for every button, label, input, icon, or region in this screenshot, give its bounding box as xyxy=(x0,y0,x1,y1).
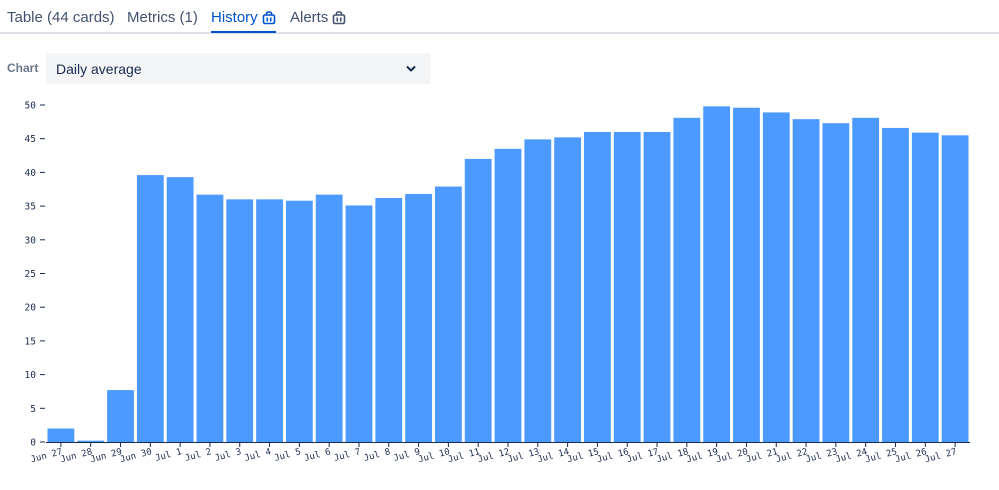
bar[interactable] xyxy=(47,428,75,442)
y-tick-label: 20 xyxy=(25,303,37,314)
y-tick-label: 50 xyxy=(25,101,37,112)
bar[interactable] xyxy=(792,119,820,443)
tab-table[interactable]: Table (44 cards) xyxy=(7,9,115,26)
y-tick-label: 15 xyxy=(25,336,36,347)
x-tick-label: Jul 5 xyxy=(273,447,302,464)
x-tick-label: Jun 29 xyxy=(89,447,123,465)
x-tick-label: Jul 2 xyxy=(184,447,213,464)
x-tick-label: Jul 1 xyxy=(154,447,183,464)
x-tick-label: Jul 20 xyxy=(715,447,749,465)
tab-metrics[interactable]: Metrics (1) xyxy=(127,9,198,26)
x-tick-label: Jun 30 xyxy=(119,447,153,465)
bar[interactable] xyxy=(643,131,671,442)
bar[interactable] xyxy=(494,148,522,442)
x-tick-label: Jul 6 xyxy=(303,447,332,464)
x-tick-label: Jul 12 xyxy=(477,447,511,465)
x-tick-label: Jul 8 xyxy=(363,447,392,464)
bar[interactable] xyxy=(226,199,254,442)
x-tick-label: Jul 26 xyxy=(894,447,928,465)
bar[interactable] xyxy=(911,132,939,442)
y-tick-label: 0 xyxy=(30,438,36,449)
bar[interactable] xyxy=(673,117,701,442)
bar[interactable] xyxy=(434,186,462,442)
chevron-down-icon xyxy=(406,66,416,72)
x-tick-label: Jul 27 xyxy=(924,447,958,465)
x-tick-label: Jul 17 xyxy=(626,447,660,465)
x-tick-label: Jul 13 xyxy=(507,447,541,465)
y-tick-label: 35 xyxy=(25,202,36,213)
bar[interactable] xyxy=(882,127,909,443)
x-tick-label: Jun 28 xyxy=(59,447,93,465)
x-tick-label: Jul 4 xyxy=(244,447,273,464)
bar[interactable] xyxy=(285,200,313,442)
bar[interactable] xyxy=(613,131,641,442)
y-tick-label: 5 xyxy=(30,404,36,415)
bar[interactable] xyxy=(405,193,432,442)
bar[interactable] xyxy=(256,199,283,442)
x-tick-label: Jul 15 xyxy=(566,447,600,465)
tab-table-label: Table (44 cards) xyxy=(7,9,115,26)
bar[interactable] xyxy=(107,390,134,442)
chart-type-select-value: Daily average xyxy=(56,60,142,77)
x-tick-label: Jul 16 xyxy=(596,447,630,465)
chart-select-label: Chart xyxy=(7,61,39,75)
tab-alerts[interactable]: Alerts xyxy=(290,9,346,26)
y-tick-label: 40 xyxy=(25,168,37,179)
tab-metrics-label: Metrics (1) xyxy=(127,9,198,26)
bar[interactable] xyxy=(345,205,373,442)
bar[interactable] xyxy=(762,112,790,442)
x-tick-label: Jul 7 xyxy=(333,447,362,464)
y-tick-label: 10 xyxy=(25,370,37,381)
x-tick-label: Jun 27 xyxy=(30,447,64,465)
y-tick-label: 25 xyxy=(25,269,36,280)
x-tick-label: Jul 3 xyxy=(214,447,243,464)
lock-icon xyxy=(262,10,275,24)
x-tick-label: Jul 22 xyxy=(775,447,809,465)
active-tab-indicator xyxy=(211,31,276,33)
bar[interactable] xyxy=(822,123,850,442)
lock-icon xyxy=(333,10,346,24)
bar[interactable] xyxy=(852,117,880,442)
bar[interactable] xyxy=(77,440,105,442)
tab-bar: Table (44 cards) Metrics (1) History Ale… xyxy=(0,0,999,34)
x-tick-label: Jul 19 xyxy=(685,447,719,465)
x-tick-label: Jul 14 xyxy=(536,447,570,465)
bar[interactable] xyxy=(315,194,343,442)
tab-alerts-label: Alerts xyxy=(290,9,329,26)
bar[interactable] xyxy=(375,198,403,442)
x-tick-label: Jul 25 xyxy=(864,447,898,465)
x-tick-label: Jul 21 xyxy=(745,447,779,465)
chart-type-select[interactable]: Daily average xyxy=(46,53,431,84)
x-tick-label: Jul 11 xyxy=(447,447,481,465)
bar[interactable] xyxy=(136,175,164,442)
bar[interactable] xyxy=(166,177,194,442)
x-tick-label: Jul 24 xyxy=(834,447,868,465)
bar[interactable] xyxy=(733,107,760,442)
y-tick-label: 30 xyxy=(25,235,37,246)
y-tick-label: 45 xyxy=(25,134,36,145)
tab-history-label: History xyxy=(211,9,258,26)
x-tick-label: Jul 23 xyxy=(805,447,839,465)
bar[interactable] xyxy=(941,135,969,442)
bar[interactable] xyxy=(524,139,552,442)
x-tick-label: Jul 10 xyxy=(417,447,451,465)
bar[interactable] xyxy=(554,137,582,442)
bar[interactable] xyxy=(584,131,611,442)
bar[interactable] xyxy=(464,158,492,443)
bar[interactable] xyxy=(196,194,224,442)
x-tick-label: Jul 18 xyxy=(656,447,690,465)
bar[interactable] xyxy=(703,106,731,442)
tab-history[interactable]: History xyxy=(211,9,276,33)
